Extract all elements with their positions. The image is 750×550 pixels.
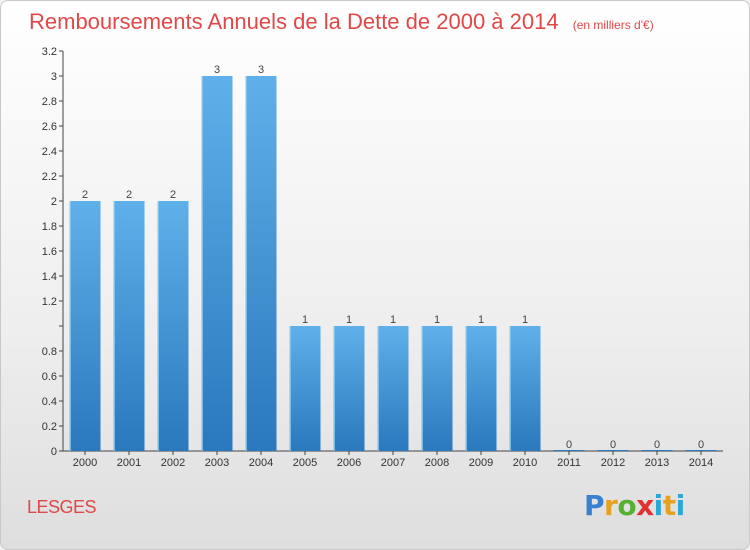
chart-subtitle: (en milliers d'€) bbox=[572, 18, 654, 32]
bar-highlight bbox=[201, 76, 203, 451]
bar-value-label: 1 bbox=[390, 314, 396, 326]
y-tick-label: 2.6 bbox=[42, 121, 57, 133]
y-tick-label: 0.8 bbox=[42, 346, 57, 358]
y-tick-label: 1.2 bbox=[42, 296, 57, 308]
x-tick-label: 2011 bbox=[557, 457, 581, 469]
y-tick-label: 0.6 bbox=[42, 371, 57, 383]
x-tick-label: 2014 bbox=[689, 457, 713, 469]
bar bbox=[597, 450, 629, 451]
bar bbox=[509, 326, 541, 451]
chart-data-labels: 2 2 2 3 3 1 1 1 1 1 1 0 0 0 0 bbox=[82, 64, 704, 451]
bar bbox=[421, 326, 453, 451]
x-tick-label: 2013 bbox=[645, 457, 669, 469]
y-tick-label: 0.4 bbox=[42, 396, 57, 408]
y-tick-label: 2.8 bbox=[42, 96, 57, 108]
bar-value-label: 1 bbox=[434, 314, 440, 326]
chart-bars bbox=[69, 76, 717, 451]
bar bbox=[245, 76, 277, 451]
x-tick-label: 2004 bbox=[249, 457, 273, 469]
bar-highlight bbox=[245, 76, 247, 451]
commune-name: LESGES bbox=[27, 497, 97, 517]
proxiti-logo[interactable]: Proxiti bbox=[584, 489, 685, 522]
chart-title-text: Remboursements Annuels de la Dette de 20… bbox=[29, 9, 559, 34]
bar bbox=[113, 201, 145, 451]
bar-highlight bbox=[113, 201, 115, 451]
y-tick-label: 2.2 bbox=[42, 171, 57, 183]
x-tick-label: 2001 bbox=[117, 457, 141, 469]
y-tick-label: 1.8 bbox=[42, 221, 57, 233]
bar-highlight bbox=[69, 201, 71, 451]
bar bbox=[465, 326, 497, 451]
bar bbox=[289, 326, 321, 451]
bar-highlight bbox=[421, 326, 423, 451]
bar bbox=[157, 201, 189, 451]
bar-value-label: 2 bbox=[126, 189, 132, 201]
chart-axes: 0 0.2 0.4 0.6 0.8 1.2 1.4 1.6 1.8 2 2.2 2.4 2.6 2.8 3 3… bbox=[42, 46, 723, 469]
bar-highlight bbox=[333, 326, 335, 451]
y-tick-label: 2.4 bbox=[42, 146, 57, 158]
bar bbox=[333, 326, 365, 451]
x-tick-label: 2007 bbox=[381, 457, 405, 469]
y-tick-label: 0.2 bbox=[42, 421, 57, 433]
bar bbox=[377, 326, 409, 451]
y-tick-label: 3.2 bbox=[42, 46, 57, 58]
chart-title: Remboursements Annuels de la Dette de 20… bbox=[29, 9, 654, 35]
bar bbox=[641, 450, 673, 451]
bar-highlight bbox=[289, 326, 291, 451]
x-tick-label: 2005 bbox=[293, 457, 317, 469]
y-tick-label: 3 bbox=[51, 71, 57, 83]
bar-value-label: 3 bbox=[214, 64, 220, 76]
bar-value-label: 1 bbox=[302, 314, 308, 326]
x-tick-label: 2010 bbox=[513, 457, 537, 469]
bar-value-label: 1 bbox=[478, 314, 484, 326]
bar bbox=[69, 201, 101, 451]
bar-value-label: 3 bbox=[258, 64, 264, 76]
bar-highlight bbox=[157, 201, 159, 451]
bar bbox=[553, 450, 585, 451]
x-tick-label: 2006 bbox=[337, 457, 361, 469]
y-tick-label: 1.6 bbox=[42, 246, 57, 258]
x-tick-label: 2012 bbox=[601, 457, 625, 469]
bar-highlight bbox=[465, 326, 467, 451]
bar-highlight bbox=[377, 326, 379, 451]
bar-value-label: 0 bbox=[654, 439, 660, 451]
y-tick-label: 2 bbox=[51, 196, 57, 208]
bar-value-label: 0 bbox=[610, 439, 616, 451]
bar-value-label: 0 bbox=[698, 439, 704, 451]
x-tick-label: 2000 bbox=[73, 457, 97, 469]
x-tick-label: 2002 bbox=[161, 457, 185, 469]
y-tick-label: 0 bbox=[51, 446, 57, 458]
y-tick-label: 1.4 bbox=[42, 271, 57, 283]
bar-value-label: 2 bbox=[170, 189, 176, 201]
x-tick-label: 2003 bbox=[205, 457, 229, 469]
bar-highlight bbox=[509, 326, 511, 451]
x-tick-label: 2008 bbox=[425, 457, 449, 469]
bar-value-label: 2 bbox=[82, 189, 88, 201]
bar-value-label: 1 bbox=[346, 314, 352, 326]
bar-value-label: 1 bbox=[522, 314, 528, 326]
x-tick-label: 2009 bbox=[469, 457, 493, 469]
bar bbox=[201, 76, 233, 451]
bar bbox=[685, 450, 717, 451]
bar-value-label: 0 bbox=[566, 439, 572, 451]
